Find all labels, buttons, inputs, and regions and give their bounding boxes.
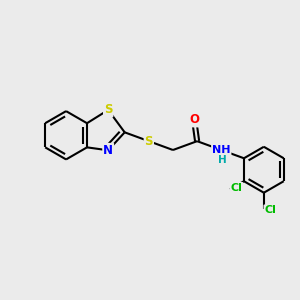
Text: Cl: Cl	[230, 183, 242, 193]
Text: S: S	[104, 103, 112, 116]
Text: N: N	[103, 144, 113, 157]
Text: H: H	[218, 155, 226, 165]
Text: Cl: Cl	[264, 206, 276, 215]
Text: NH: NH	[212, 145, 230, 155]
Text: O: O	[189, 113, 199, 127]
Text: S: S	[145, 135, 153, 148]
